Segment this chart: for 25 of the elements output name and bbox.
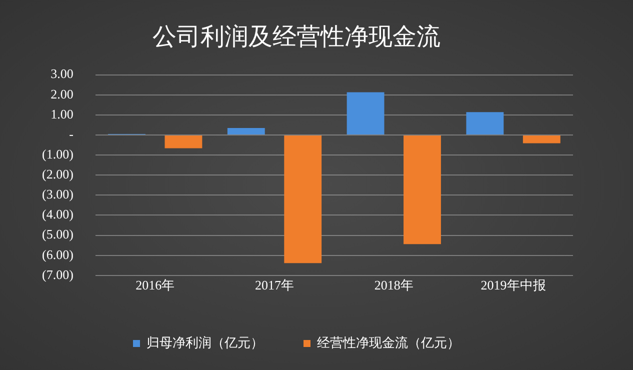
y-tick-label: 2.00 [50,86,74,102]
legend-label: 经营性净现金流（亿元） [317,334,460,350]
bar [284,135,322,264]
y-tick-label: 1.00 [50,106,74,122]
legend-label: 归母净利润（亿元） [146,334,264,350]
y-tick-label: (3.00) [42,186,74,202]
y-tick-label: (7.00) [42,266,74,282]
y-tick-label: 3.00 [50,66,74,82]
bar [346,92,384,134]
y-tick-label: (5.00) [42,226,74,242]
bar [164,135,202,148]
y-tick-label: (6.00) [42,246,74,262]
chart-title: 公司利润及经营性净现金流 [152,24,440,51]
y-tick-label: (2.00) [42,166,74,182]
bar [404,135,441,244]
y-tick-label: - [69,126,74,142]
x-tick-label: 2018年 [374,278,414,293]
bar [522,135,560,144]
x-tick-label: 2019年中报 [480,278,546,293]
x-tick-label: 2017年 [255,278,294,293]
bar [466,112,504,134]
y-tick-label: (4.00) [42,206,74,222]
y-tick-label: (1.00) [42,146,74,162]
x-tick-label: 2016年 [136,278,175,293]
bar [227,128,265,134]
